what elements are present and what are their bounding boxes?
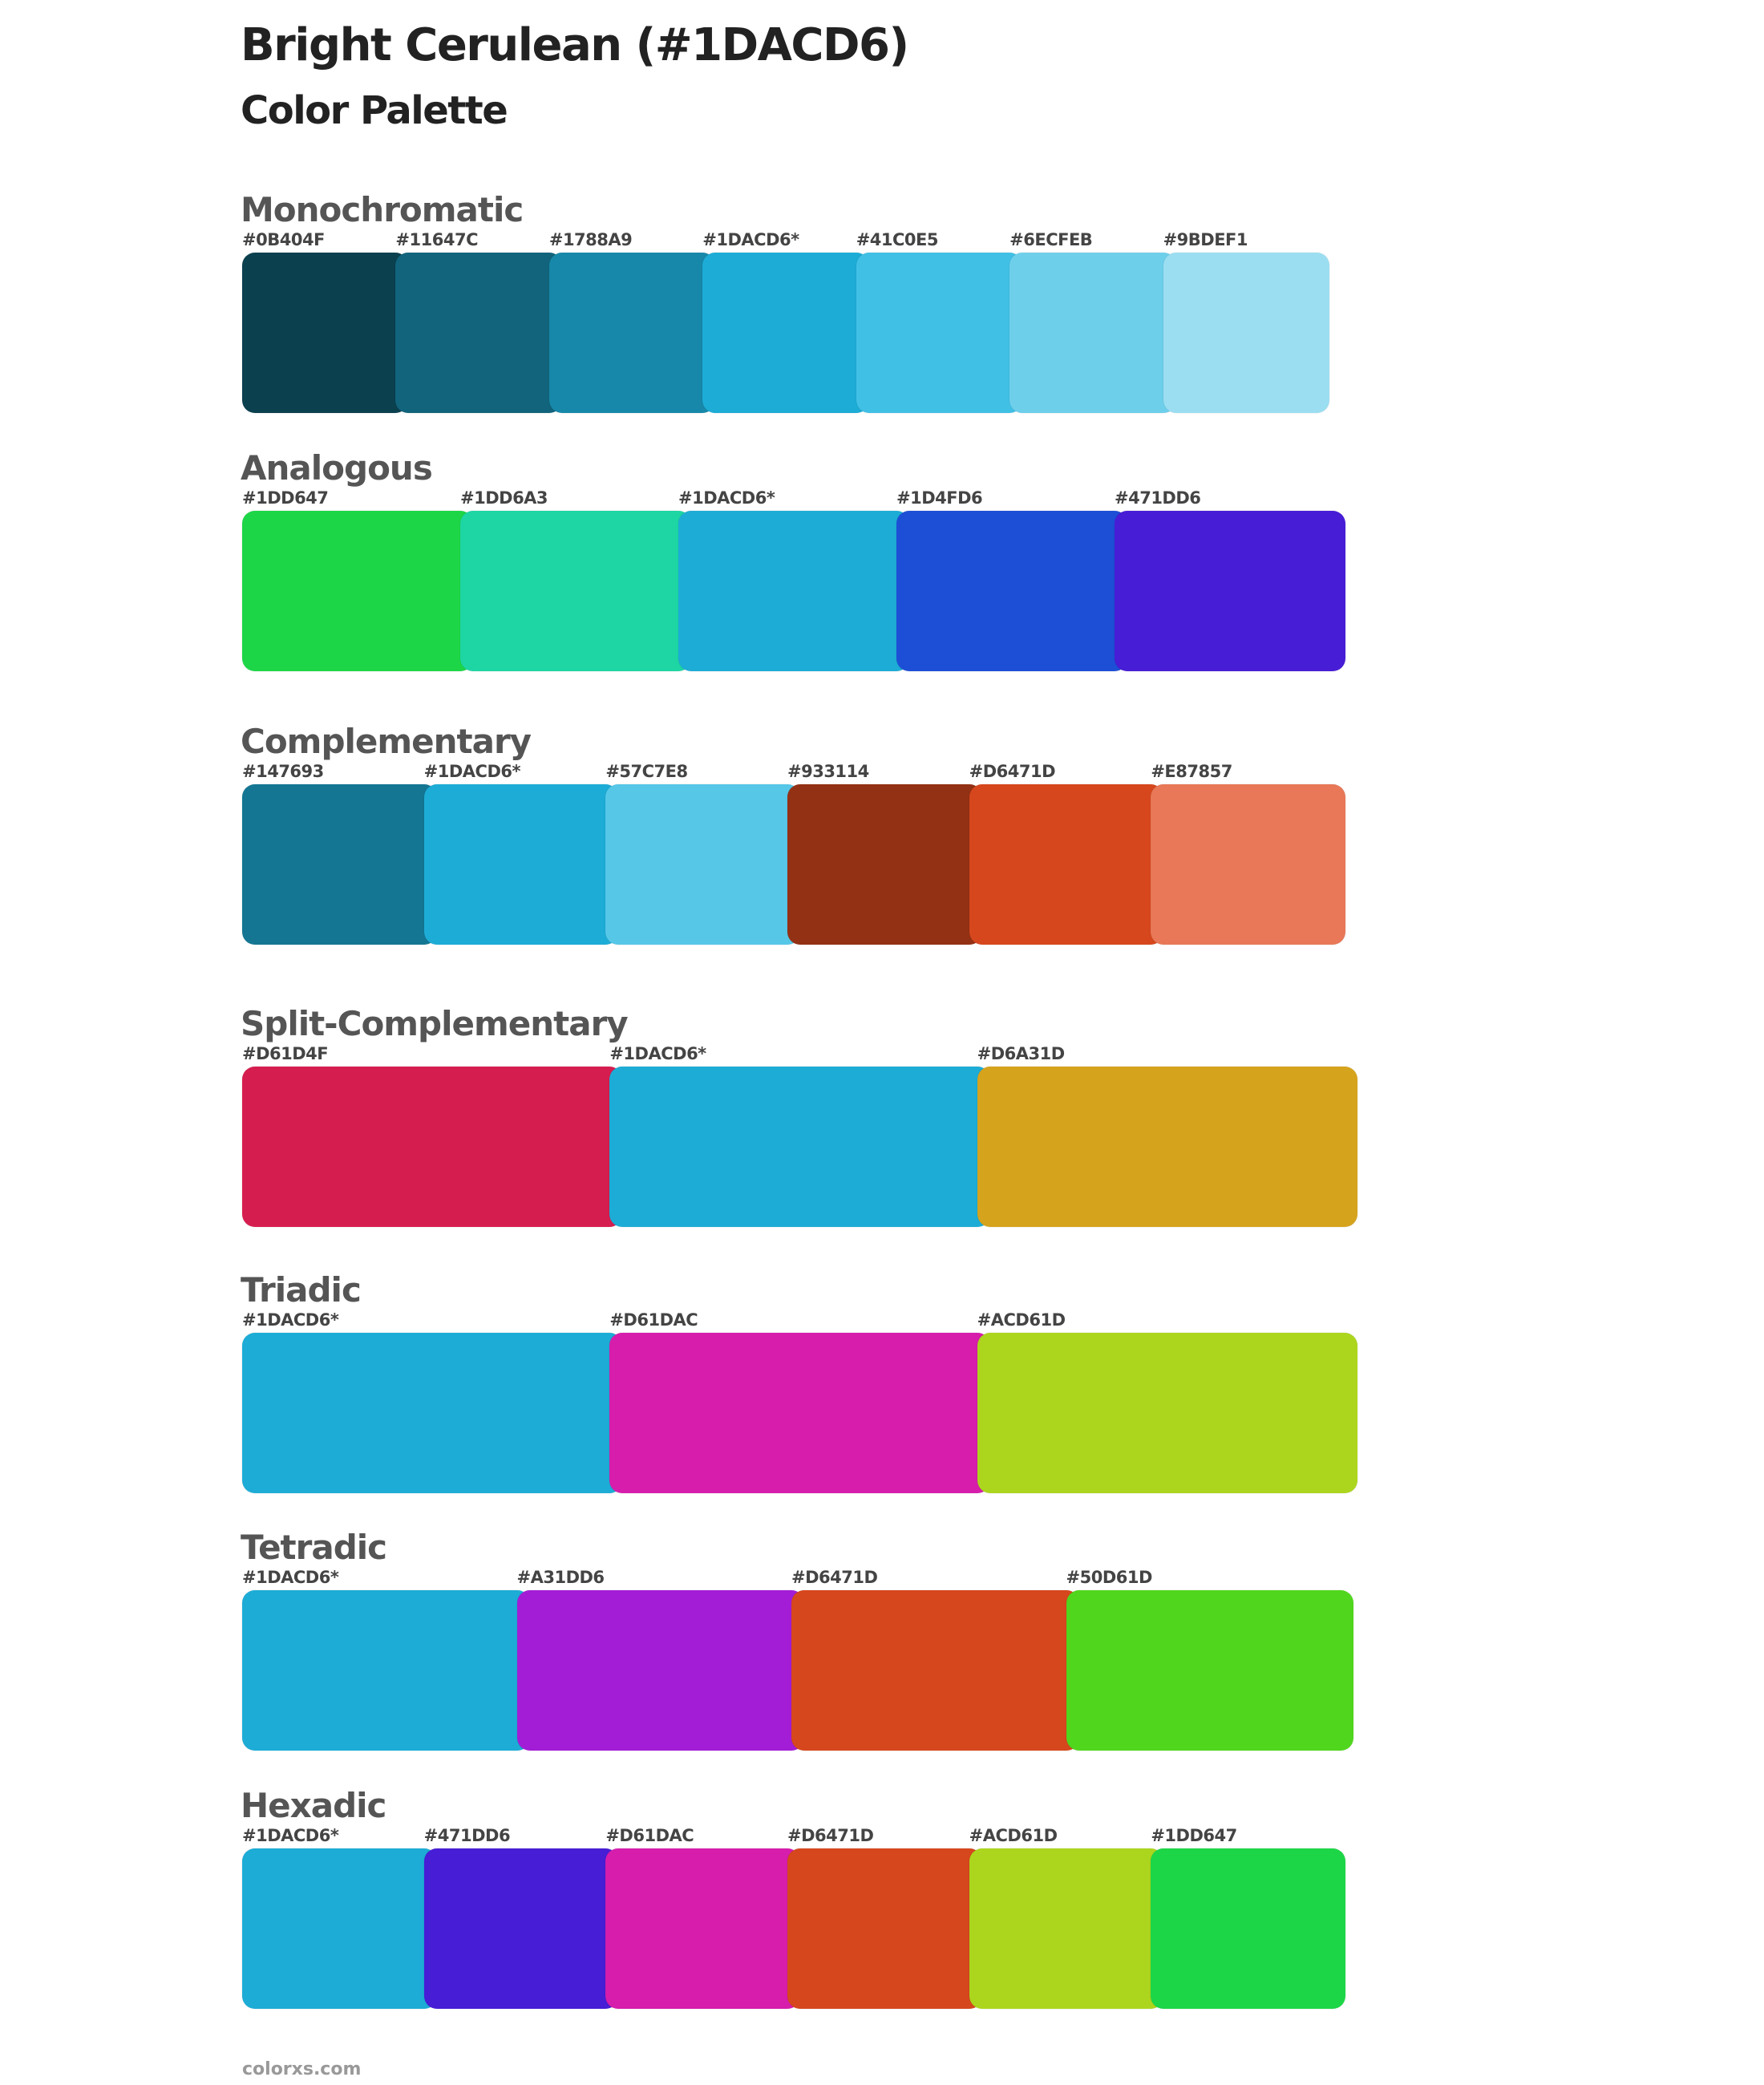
color-swatch[interactable] [678, 511, 909, 671]
swatch-strip [242, 1333, 1357, 1493]
color-hex-label: #ACD61D [969, 1826, 1058, 1845]
color-hex-label: #50D61D [1066, 1568, 1153, 1587]
color-hex-label: #1DACD6* [242, 1568, 339, 1587]
color-hex-label: #1DACD6* [423, 762, 521, 781]
color-swatch[interactable] [548, 253, 716, 413]
palette-heading: Complementary [241, 722, 532, 761]
color-swatch[interactable] [1066, 1590, 1353, 1751]
color-swatch[interactable] [791, 1590, 1079, 1751]
color-swatch[interactable] [609, 1067, 990, 1227]
color-hex-label: #1DD647 [1151, 1826, 1237, 1845]
color-swatch[interactable] [242, 253, 409, 413]
color-hex-label: #6ECFEB [1009, 230, 1093, 249]
color-hex-label: #1DD647 [242, 488, 329, 508]
color-hex-label: #D6471D [787, 1826, 874, 1845]
palette-heading: Tetradic [241, 1528, 387, 1567]
color-swatch[interactable] [969, 1848, 1164, 2009]
color-swatch[interactable] [242, 511, 473, 671]
color-hex-label: #D61DAC [605, 1826, 694, 1845]
color-swatch[interactable] [896, 511, 1127, 671]
color-hex-label: #ACD61D [977, 1310, 1066, 1330]
color-swatch[interactable] [702, 253, 869, 413]
color-swatch[interactable] [423, 784, 619, 945]
swatch-strip [242, 1067, 1357, 1227]
color-swatch[interactable] [516, 1590, 804, 1751]
color-swatch[interactable] [787, 784, 982, 945]
color-swatch[interactable] [395, 253, 562, 413]
color-hex-label: #1DACD6* [242, 1826, 339, 1845]
color-hex-label: #9BDEF1 [1163, 230, 1248, 249]
color-swatch[interactable] [460, 511, 691, 671]
color-hex-label: #D6A31D [977, 1044, 1066, 1063]
color-swatch[interactable] [242, 1333, 623, 1493]
color-swatch[interactable] [242, 1067, 623, 1227]
palette-heading: Hexadic [241, 1786, 386, 1825]
color-swatch[interactable] [242, 1590, 530, 1751]
color-swatch[interactable] [856, 253, 1023, 413]
palette-heading: Analogous [241, 448, 433, 488]
color-hex-label: #D6471D [791, 1568, 878, 1587]
color-swatch[interactable] [1163, 253, 1329, 413]
color-swatch[interactable] [1151, 1848, 1345, 2009]
color-hex-label: #1DACD6* [242, 1310, 339, 1330]
color-swatch[interactable] [605, 784, 800, 945]
footer-site-link[interactable]: colorxs.com [242, 2059, 362, 2079]
palette-heading: Monochromatic [241, 190, 524, 229]
color-swatch[interactable] [1115, 511, 1345, 671]
color-hex-label: #E87857 [1151, 762, 1232, 781]
color-hex-label: #A31DD6 [516, 1568, 605, 1587]
color-swatch[interactable] [969, 784, 1164, 945]
color-hex-label: #D6471D [969, 762, 1056, 781]
page-subtitle: Color Palette [241, 88, 508, 133]
color-swatch[interactable] [242, 784, 437, 945]
swatch-strip [242, 1848, 1345, 2009]
color-hex-label: #D61DAC [609, 1310, 698, 1330]
color-swatch[interactable] [609, 1333, 990, 1493]
palette-heading: Triadic [241, 1270, 362, 1310]
color-hex-label: #1D4FD6 [896, 488, 983, 508]
color-hex-label: #11647C [395, 230, 478, 249]
color-hex-label: #57C7E8 [605, 762, 688, 781]
color-hex-label: #1788A9 [548, 230, 633, 249]
color-swatch[interactable] [977, 1333, 1357, 1493]
palette-heading: Split-Complementary [241, 1004, 629, 1043]
color-hex-label: #D61D4F [242, 1044, 329, 1063]
color-swatch[interactable] [1151, 784, 1345, 945]
color-hex-label: #1DACD6* [678, 488, 775, 508]
page-title: Bright Cerulean (#1DACD6) [241, 19, 909, 71]
color-swatch[interactable] [242, 1848, 437, 2009]
color-hex-label: #1DD6A3 [460, 488, 548, 508]
color-swatch[interactable] [977, 1067, 1357, 1227]
swatch-strip [242, 511, 1345, 671]
color-swatch[interactable] [605, 1848, 800, 2009]
color-hex-label: #0B404F [242, 230, 325, 249]
swatch-strip [242, 1590, 1353, 1751]
color-hex-label: #41C0E5 [856, 230, 939, 249]
color-hex-label: #1DACD6* [702, 230, 799, 249]
color-swatch[interactable] [423, 1848, 619, 2009]
color-swatch[interactable] [1009, 253, 1176, 413]
color-hex-label: #147693 [242, 762, 324, 781]
color-swatch[interactable] [787, 1848, 982, 2009]
color-hex-label: #471DD6 [1115, 488, 1201, 508]
swatch-strip [242, 253, 1329, 413]
swatch-strip [242, 784, 1345, 945]
color-hex-label: #1DACD6* [609, 1044, 706, 1063]
color-hex-label: #933114 [787, 762, 869, 781]
color-hex-label: #471DD6 [423, 1826, 511, 1845]
